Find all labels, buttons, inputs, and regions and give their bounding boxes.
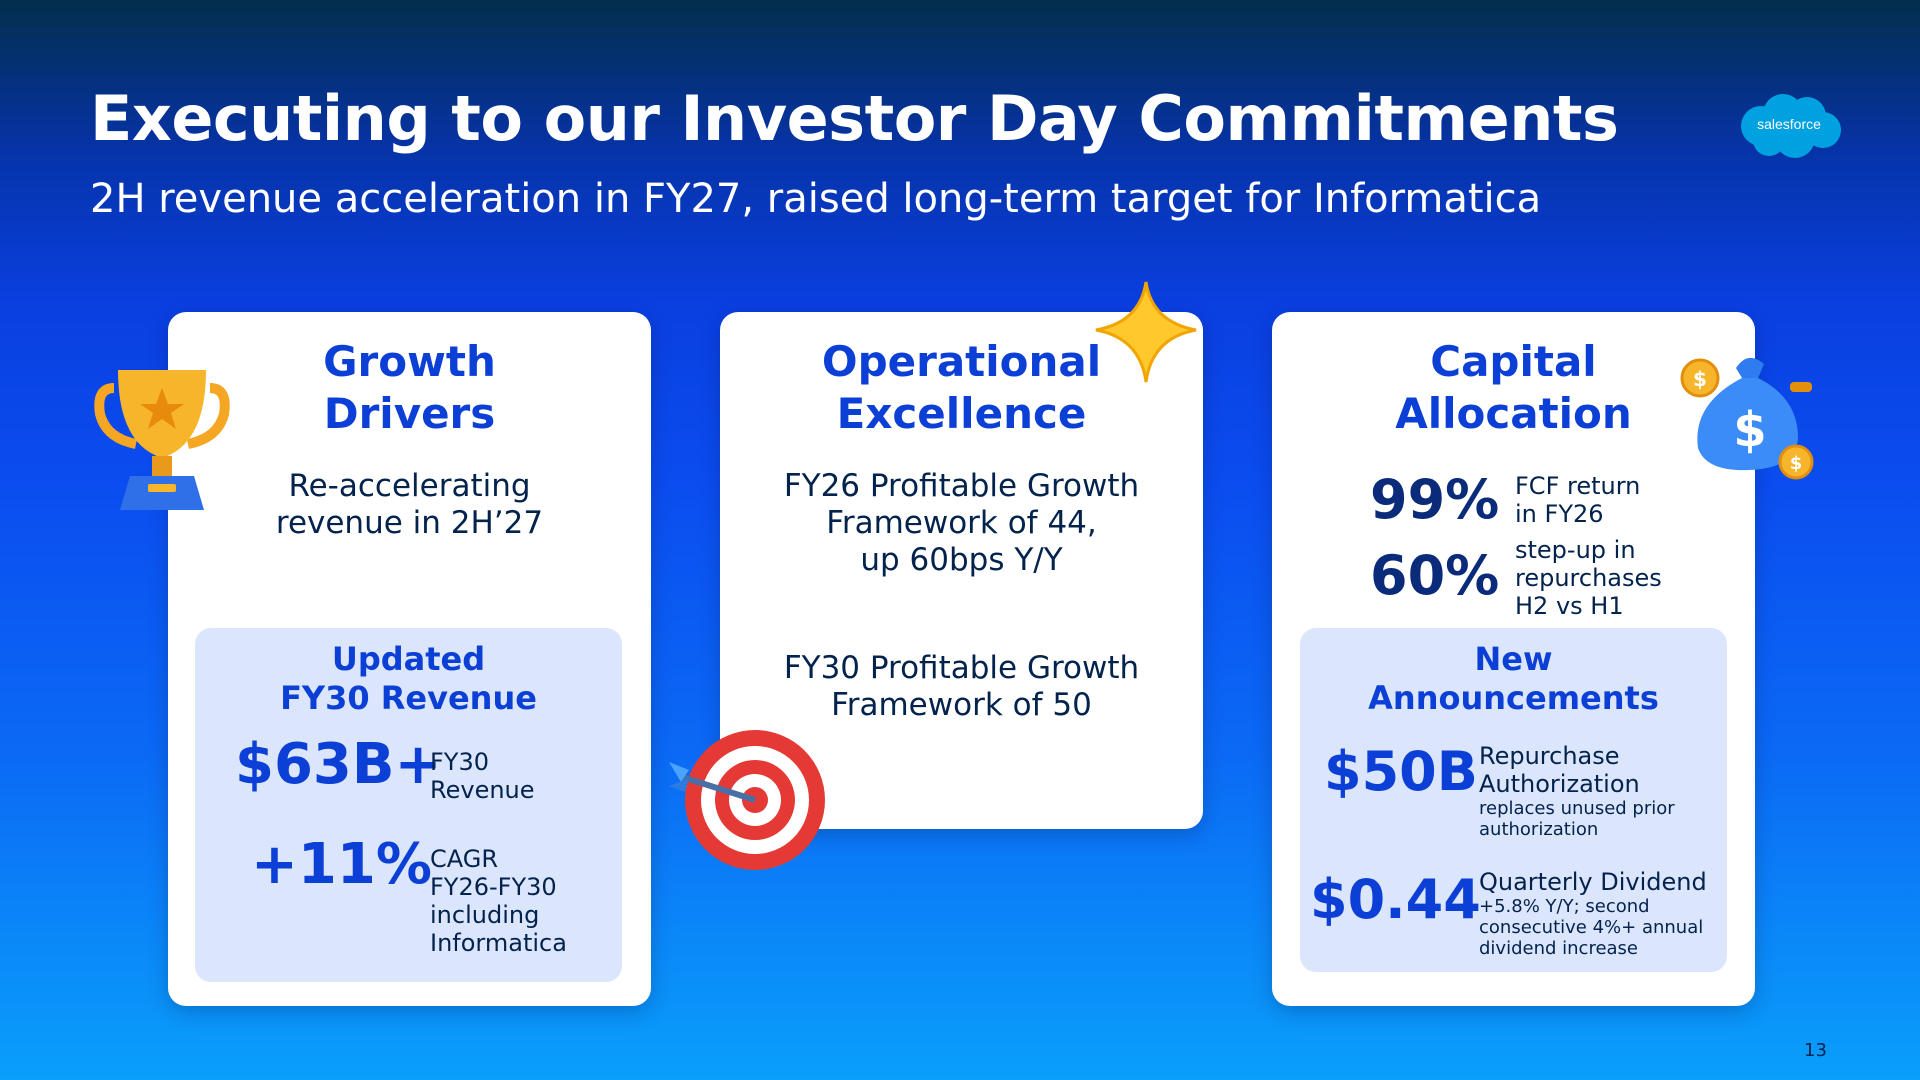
trophy-icon [92,358,232,518]
buyback-value: $50B [1324,740,1478,803]
fcf-return-value: 99% [1370,468,1500,531]
svg-text:$: $ [1733,402,1766,458]
new-announcements-heading: New Announcements [1368,640,1659,717]
operational-excellence-heading: Operational Excellence [821,337,1102,438]
svg-text:$: $ [1790,453,1803,474]
logo-wordmark: salesforce [1757,116,1821,132]
fy30-framework-text: FY30 Profitable Growth Framework of 50 [783,650,1140,723]
fcf-return-label: FCF return in FY26 [1515,472,1641,528]
slide-title: Executing to our Investor Day Commitment… [90,82,1619,155]
svg-text:$: $ [1693,367,1707,391]
growth-drivers-card: Growth Drivers Re-accelerating revenue i… [168,312,651,1006]
money-bag-icon: $ $ $ [1678,338,1818,484]
buyback-label: Repurchase Authorization replaces unused… [1479,742,1675,840]
capital-allocation-heading: Capital Allocation [1395,337,1632,438]
dividend-value: $0.44 [1310,868,1481,931]
fy30-revenue-value: $63B+ [235,732,442,797]
star-icon [1092,278,1200,386]
page-number: 13 [1804,1040,1827,1061]
fy30-revenue-label: FY30 Revenue [430,748,535,804]
slide-subtitle: 2H revenue acceleration in FY27, raised … [90,176,1542,222]
growth-drivers-heading: Growth Drivers [323,337,496,438]
updated-revenue-panel: Updated FY30 Revenue $63B+ FY30 Revenue … [195,628,622,982]
cagr-label: CAGR FY26-FY30 including Informatica [430,845,567,957]
repurchase-stepup-label: step-up in repurchases H2 vs H1 [1515,536,1662,620]
dividend-label: Quarterly Dividend +5.8% Y/Y; second con… [1479,868,1707,959]
cagr-value: +11% [251,832,432,897]
salesforce-logo-icon: salesforce [1735,92,1843,160]
capital-allocation-card: Capital Allocation 99% FCF return in FY2… [1272,312,1755,1006]
growth-drivers-text: Re-accelerating revenue in 2H’27 [275,468,544,541]
fy26-framework-text: FY26 Profitable Growth Framework of 44, … [783,468,1140,578]
updated-revenue-heading: Updated FY30 Revenue [280,640,537,717]
operational-excellence-card: Operational Excellence FY26 Profitable G… [720,312,1203,829]
repurchase-stepup-value: 60% [1370,544,1500,607]
target-icon [665,726,830,876]
new-announcements-panel: New Announcements $50B Repurchase Author… [1300,628,1727,972]
